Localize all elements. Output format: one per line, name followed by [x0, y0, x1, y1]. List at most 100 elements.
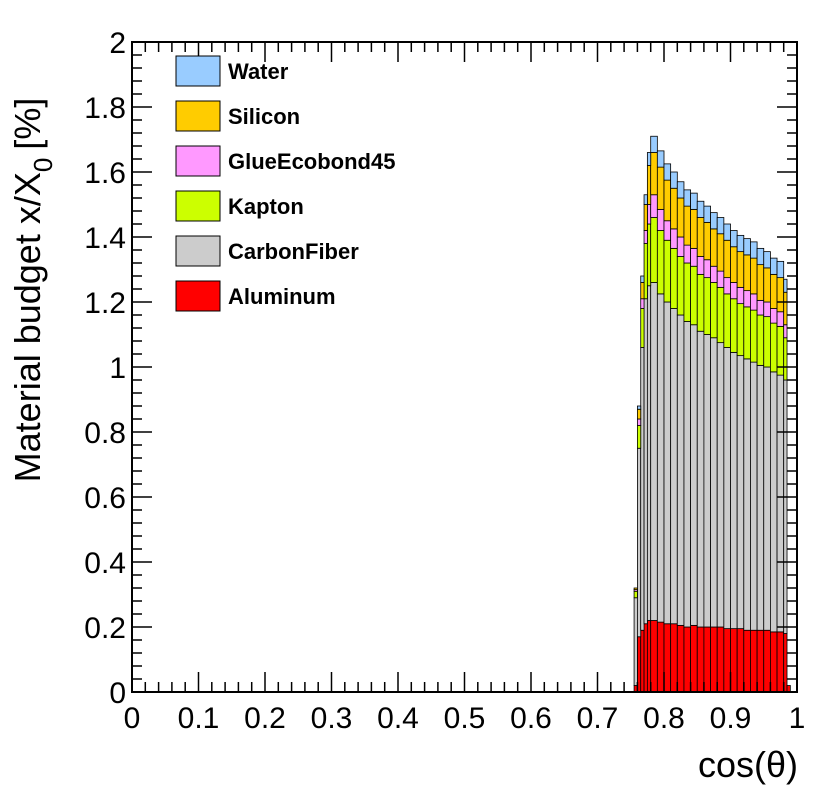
bar-carbonfiber — [770, 371, 778, 633]
bar-kapton — [663, 239, 672, 303]
y-tick-label: 0.2 — [84, 612, 126, 645]
bar-glueecobond45 — [690, 247, 698, 267]
bar-carbonfiber — [776, 374, 785, 633]
x-tick-label: 0.8 — [643, 702, 685, 735]
bar-carbonfiber — [703, 334, 711, 628]
legend-label: Aluminum — [228, 284, 336, 309]
bar-kapton — [716, 286, 725, 344]
bar-kapton — [723, 293, 731, 348]
x-tick-label: 0.2 — [244, 702, 286, 735]
bar-aluminum — [730, 628, 738, 693]
bar-kapton — [776, 325, 785, 376]
bar-silicon — [710, 228, 718, 267]
legend-label: Water — [228, 59, 289, 84]
x-tick-label: 0.7 — [577, 702, 619, 735]
y-axis-title-main: Material budget x/X — [7, 172, 48, 482]
bar-aluminum — [776, 631, 785, 693]
x-tick-label: 0.3 — [311, 702, 353, 735]
bar-glueecobond45 — [770, 308, 778, 324]
bar-carbonfiber — [646, 285, 652, 621]
x-tick-label: 0.5 — [444, 702, 486, 735]
legend-swatch — [175, 235, 221, 267]
x-tick-label: 0 — [124, 702, 141, 735]
bar-aluminum — [723, 628, 731, 693]
bar-silicon — [776, 277, 785, 313]
bar-carbonfiber — [723, 347, 731, 630]
y-tick-label: 2 — [109, 27, 126, 60]
bar-glueecobond45 — [716, 270, 725, 288]
histogram-bars — [633, 135, 791, 693]
bar-glueecobond45 — [683, 244, 692, 264]
legend-label: CarbonFiber — [228, 239, 359, 264]
bar-kapton — [696, 273, 705, 332]
bar-carbonfiber — [650, 282, 658, 621]
y-tick-label: 1.4 — [84, 222, 126, 255]
bar-silicon — [703, 221, 711, 261]
bar-aluminum — [646, 620, 652, 693]
bar-aluminum — [670, 623, 678, 693]
bar-carbonfiber — [756, 364, 765, 631]
bar-silicon — [756, 264, 765, 301]
bar-water — [643, 194, 648, 205]
bar-silicon — [670, 187, 678, 230]
legend-swatch — [175, 55, 221, 87]
bar-aluminum — [676, 624, 685, 693]
bar-carbonfiber — [670, 308, 678, 625]
bar-kapton — [750, 309, 758, 363]
bar-water — [763, 251, 771, 269]
bar-water — [646, 152, 652, 166]
bar-silicon — [650, 152, 658, 196]
bar-kapton — [683, 262, 692, 322]
bar-carbonfiber — [633, 597, 638, 686]
bar-silicon — [633, 587, 638, 591]
bar-glueecobond45 — [663, 220, 672, 241]
bar-glueecobond45 — [776, 311, 785, 327]
bar-kapton — [676, 256, 685, 316]
bar-silicon — [640, 282, 645, 300]
legend: Water Silicon GlueEcobond45 Kapton CarbonFib… — [175, 55, 395, 312]
legend-label: Silicon — [228, 104, 300, 129]
bar-carbonfiber — [637, 447, 642, 638]
series-water — [637, 135, 788, 410]
legend-swatch — [175, 190, 221, 222]
bar-silicon — [743, 254, 751, 292]
bar-glueecobond45 — [723, 277, 731, 295]
bar-carbonfiber — [730, 351, 738, 630]
bar-glueecobond45 — [696, 256, 705, 275]
bar-kapton — [703, 277, 711, 335]
bar-water — [730, 230, 738, 248]
y-tick-label: 1.2 — [84, 287, 126, 320]
series-aluminum — [633, 620, 791, 693]
legend-entry-glueecobond45: GlueEcobond45 — [175, 145, 395, 177]
bar-kapton — [656, 230, 665, 295]
bar-aluminum — [643, 623, 648, 693]
x-axis-title: cos(θ) — [698, 744, 798, 785]
bar-carbonfiber — [750, 361, 758, 631]
bar-kapton — [736, 303, 745, 357]
bar-carbonfiber — [676, 314, 685, 626]
bar-aluminum — [696, 626, 705, 693]
bar-glueecobond45 — [656, 208, 665, 231]
bar-kapton — [637, 425, 642, 449]
bar-aluminum — [703, 626, 711, 693]
bar-carbonfiber — [663, 301, 672, 625]
bar-water — [743, 238, 751, 256]
bar-glueecobond45 — [646, 204, 652, 225]
bar-glueecobond45 — [676, 236, 685, 257]
bar-water — [696, 200, 705, 218]
bar-kapton — [690, 265, 698, 326]
bar-aluminum — [743, 629, 751, 693]
bar-aluminum — [770, 631, 778, 693]
y-tick-labels: 0 0.2 0.4 0.6 0.8 1 1.2 1.4 1.6 1.8 2 — [84, 27, 126, 710]
bar-aluminum — [716, 626, 725, 693]
bar-glueecobond45 — [730, 282, 738, 300]
svg-text:Material budget x/X0[%]: Material budget x/X0 [%] — [7, 98, 58, 483]
x-tick-label: 0.4 — [377, 702, 419, 735]
bar-carbonfiber — [640, 347, 645, 631]
bar-carbonfiber — [736, 355, 745, 630]
bar-kapton — [643, 243, 648, 300]
legend-label: Kapton — [228, 194, 304, 219]
bar-aluminum — [763, 629, 771, 693]
bar-silicon — [643, 204, 648, 231]
bar-carbonfiber — [710, 337, 718, 628]
